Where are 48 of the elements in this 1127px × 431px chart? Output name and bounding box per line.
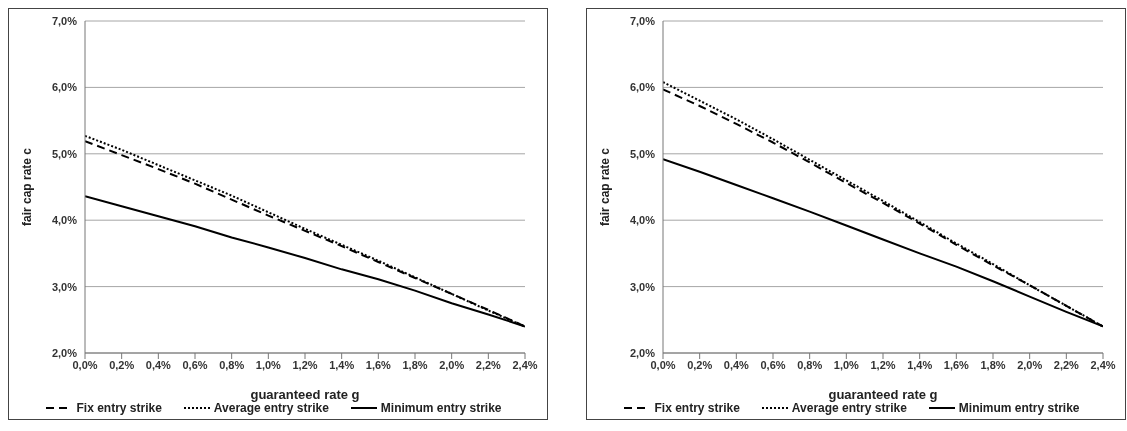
- x-tick-label: 0,2%: [109, 358, 135, 371]
- legend-label: Average entry strike: [791, 401, 907, 415]
- legend-label: Average entry strike: [213, 401, 329, 415]
- y-tick-label: 6,0%: [51, 81, 78, 94]
- y-tick-label: 4,0%: [629, 214, 656, 227]
- legend-label: Minimum entry strike: [958, 401, 1080, 415]
- x-tick-label: 0,6%: [182, 358, 208, 371]
- y-tick-label: 5,0%: [629, 147, 656, 160]
- y-tick-label: 2,0%: [629, 346, 656, 359]
- x-tick-label: 0,6%: [760, 358, 786, 371]
- x-tick-label: 1,8%: [980, 358, 1006, 371]
- x-tick-label: 0,0%: [72, 358, 98, 371]
- x-tick-label: 1,2%: [292, 358, 318, 371]
- x-tick-label: 0,4%: [723, 358, 750, 371]
- x-tick-label: 2,4%: [512, 358, 538, 371]
- y-axis-title: fair cap rate c: [20, 147, 35, 227]
- x-tick-label: 0,8%: [797, 358, 823, 371]
- y-tick-label: 5,0%: [51, 147, 78, 160]
- x-tick-label: 2,2%: [475, 358, 502, 371]
- x-tick-label: 1,8%: [402, 358, 428, 371]
- x-tick-label: 2,4%: [1090, 358, 1116, 371]
- y-tick-label: 6,0%: [629, 81, 656, 94]
- x-tick-label: 2,0%: [1017, 358, 1043, 371]
- y-tick-label: 3,0%: [51, 280, 78, 293]
- x-tick-label: 2,0%: [439, 358, 465, 371]
- x-tick-label: 2,2%: [1053, 358, 1080, 371]
- x-tick-label: 1,0%: [255, 358, 282, 371]
- y-tick-label: 2,0%: [51, 346, 78, 359]
- x-tick-label: 1,4%: [329, 358, 355, 371]
- x-tick-label: 0,2%: [687, 358, 713, 371]
- x-axis-title: guaranteed rate g: [250, 387, 360, 402]
- y-tick-label: 3,0%: [629, 280, 656, 293]
- x-tick-label: 1,6%: [943, 358, 970, 371]
- y-axis-title: fair cap rate c: [598, 147, 613, 227]
- x-axis-title: guaranteed rate g: [828, 387, 938, 402]
- legend-label: Fix entry strike: [76, 401, 162, 415]
- legend-label: Minimum entry strike: [380, 401, 502, 415]
- x-tick-label: 0,4%: [145, 358, 172, 371]
- x-tick-label: 1,2%: [870, 358, 896, 371]
- x-tick-label: 1,4%: [907, 358, 933, 371]
- x-tick-label: 1,0%: [833, 358, 860, 371]
- y-tick-label: 7,0%: [629, 14, 656, 27]
- x-tick-label: 0,8%: [219, 358, 245, 371]
- x-tick-label: 0,0%: [650, 358, 676, 371]
- y-tick-label: 4,0%: [51, 214, 78, 227]
- y-tick-label: 7,0%: [51, 14, 78, 27]
- legend-label: Fix entry strike: [654, 401, 740, 415]
- x-tick-label: 1,6%: [365, 358, 392, 371]
